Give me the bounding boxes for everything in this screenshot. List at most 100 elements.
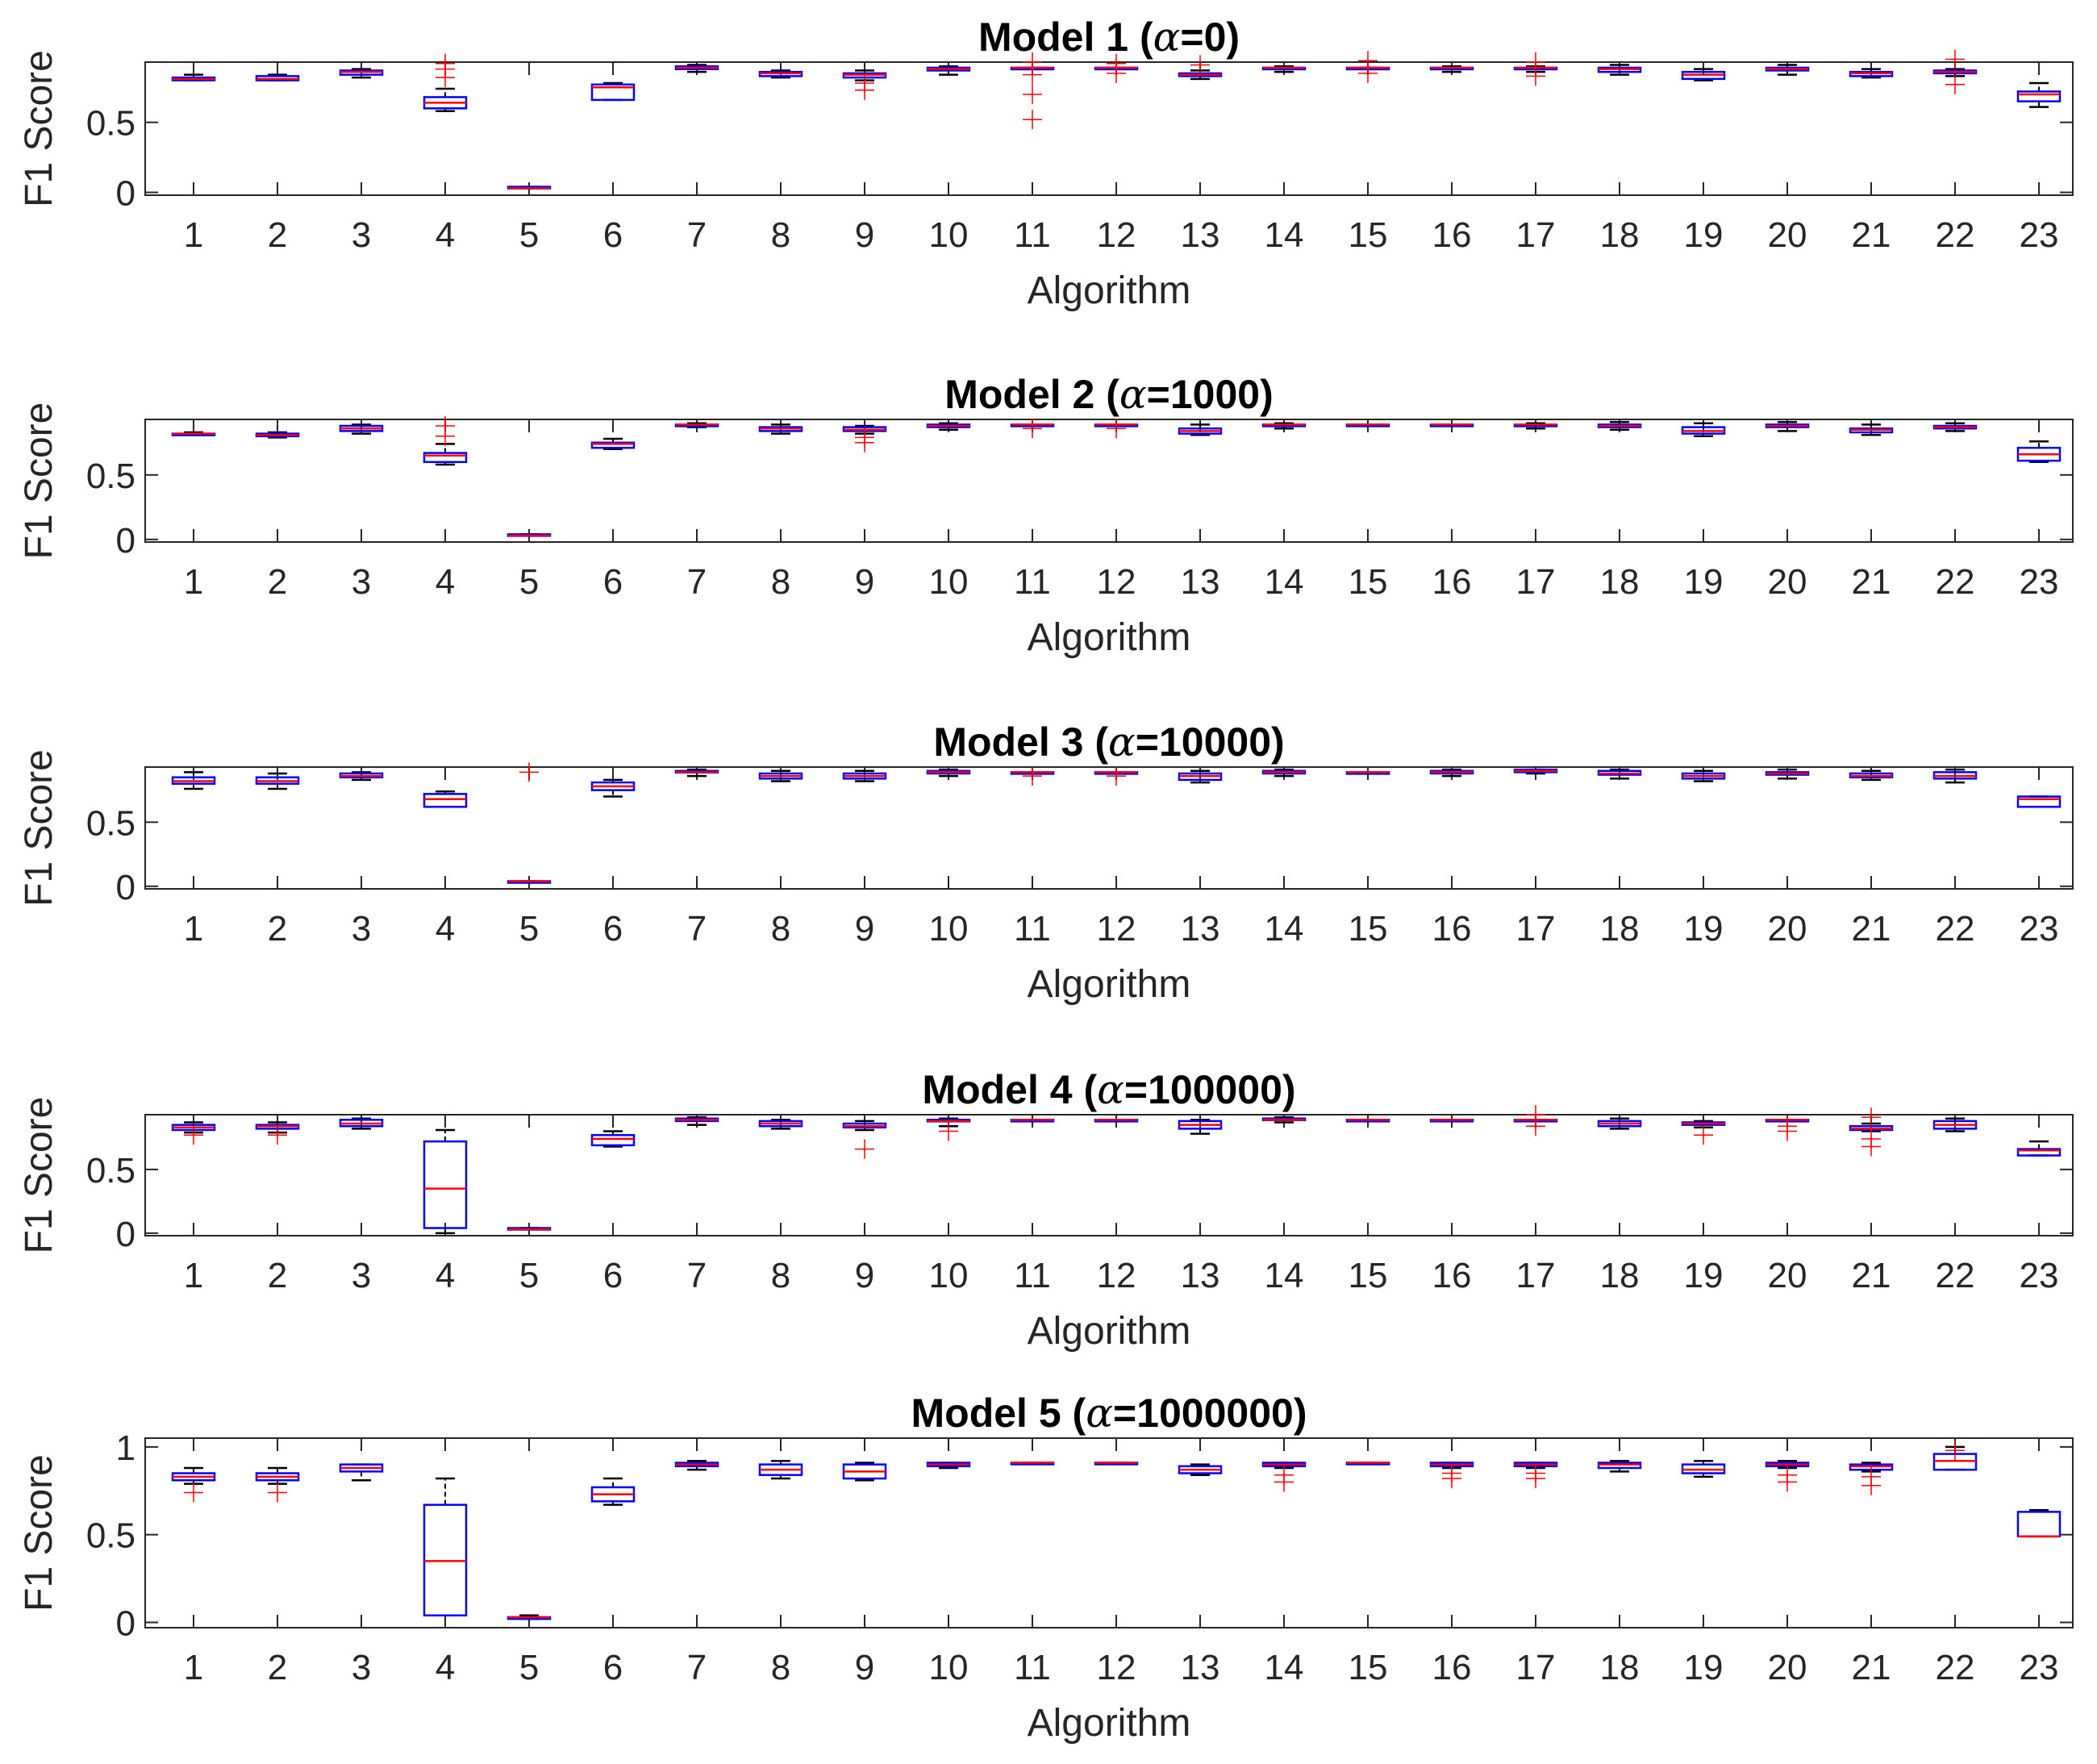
- x-tick-label: 20: [1768, 215, 1807, 255]
- iqr-box: [2016, 1148, 2062, 1157]
- boxplot-algorithm-23: [2016, 440, 2062, 464]
- x-tick-label: 11: [1014, 1256, 1051, 1295]
- x-tick-label: 12: [1097, 1648, 1136, 1687]
- x-tick-label: 1: [184, 562, 203, 602]
- x-tick-label: 6: [603, 909, 623, 949]
- boxplot-algorithm-22: [1932, 768, 1978, 784]
- boxplot-algorithm-7: [674, 422, 719, 428]
- x-tick-label: 11: [1014, 909, 1051, 949]
- x-tick-label: 18: [1600, 562, 1640, 602]
- boxplot-algorithm-18: [1597, 1117, 1642, 1130]
- x-tick-label: 22: [1936, 1256, 1975, 1295]
- x-tick-label: 2: [268, 1256, 287, 1295]
- boxplot-algorithm-7: [674, 1116, 719, 1126]
- y-tick-label: 0: [116, 868, 135, 907]
- outlier-marker: [1274, 1472, 1294, 1492]
- x-tick-label: 22: [1936, 215, 1975, 255]
- outlier-marker: [184, 1125, 203, 1145]
- x-tick-label: 7: [687, 909, 707, 949]
- x-tick-label: 5: [519, 1256, 539, 1295]
- boxplot-algorithm-4: [423, 1128, 468, 1235]
- outlier-marker: [1778, 1121, 1797, 1141]
- x-tick-label: 10: [929, 215, 969, 255]
- y-tick-label: 0: [116, 521, 135, 561]
- outlier-marker: [1861, 1475, 1881, 1495]
- y-tick-label: 0: [116, 1215, 135, 1254]
- x-tick-label: 9: [855, 1256, 874, 1295]
- boxplot-algorithm-21: [1849, 423, 1894, 436]
- boxplot-algorithm-18: [1597, 420, 1642, 432]
- boxplot-algorithm-7: [674, 1460, 719, 1471]
- x-tick-label: 12: [1097, 909, 1136, 949]
- x-tick-label: 4: [436, 1256, 455, 1295]
- boxplot-algorithm-5: [507, 186, 552, 190]
- outlier-marker: [1526, 52, 1545, 72]
- x-tick-label: 7: [687, 1256, 707, 1295]
- x-tick-label: 2: [268, 562, 287, 602]
- panel-title-suffix: =1000): [1147, 372, 1274, 417]
- boxplot-algorithm-9: [842, 1120, 887, 1159]
- boxplot-algorithm-6: [590, 81, 636, 102]
- boxplot-algorithm-2: [255, 772, 300, 790]
- x-tick-label: 18: [1600, 1256, 1640, 1295]
- outlier-marker: [1442, 1469, 1461, 1489]
- boxplot-algorithm-3: [339, 423, 384, 435]
- x-tick-label: 13: [1181, 215, 1220, 255]
- x-tick-label: 20: [1768, 1256, 1807, 1295]
- boxplot-algorithm-3: [339, 1117, 384, 1130]
- boxplot-algorithm-16: [1429, 1462, 1474, 1489]
- boxplot-algorithm-5: [507, 762, 552, 884]
- panel-title-suffix: =0): [1180, 15, 1240, 60]
- x-tick-label: 2: [268, 909, 287, 949]
- boxplot-algorithm-10: [926, 1117, 971, 1141]
- boxplot-algorithm-8: [758, 1460, 803, 1480]
- boxplot-algorithm-2: [255, 431, 300, 439]
- boxplot-algorithm-15: [1345, 771, 1390, 775]
- panel-title-prefix: Model 3 (: [933, 719, 1108, 765]
- boxplot-algorithm-17: [1513, 1105, 1558, 1136]
- boxplot-algorithm-6: [590, 1130, 636, 1148]
- x-tick-label: 17: [1516, 1648, 1556, 1687]
- x-tick-label: 11: [1014, 562, 1051, 602]
- x-tick-label: 9: [855, 1648, 874, 1687]
- axes-frame: [144, 61, 2074, 196]
- boxplot-algorithm-11: [1010, 419, 1055, 439]
- outlier-marker: [855, 432, 874, 452]
- boxplot-algorithm-20: [1765, 64, 1810, 76]
- y-tick-label: 0: [116, 174, 135, 214]
- x-axis-label: Algorithm: [1028, 269, 1191, 312]
- boxplot-algorithm-1: [171, 1466, 216, 1503]
- outlier-marker: [1694, 1125, 1713, 1145]
- y-axis-label: F1 Score: [18, 402, 60, 560]
- alpha-symbol: α: [1097, 1066, 1124, 1113]
- outlier-marker: [1526, 1469, 1545, 1489]
- boxplot-algorithm-19: [1681, 68, 1726, 81]
- x-tick-label: 13: [1181, 562, 1220, 602]
- boxplot-algorithm-20: [1765, 1116, 1810, 1141]
- panel-title-suffix: =1000000): [1113, 1391, 1307, 1436]
- boxplot-algorithm-7: [674, 64, 719, 73]
- boxplot-algorithm-13: [1178, 55, 1223, 81]
- x-tick-label: 6: [603, 1256, 623, 1295]
- x-tick-label: 4: [436, 215, 455, 255]
- panel-title: Model 3 (α=10000): [933, 719, 1284, 765]
- boxplot-algorithm-4: [423, 416, 468, 466]
- y-axis-label: F1 Score: [18, 1097, 60, 1254]
- boxplot-algorithm-21: [1849, 68, 1894, 79]
- boxplot-algorithm-9: [842, 769, 887, 782]
- outlier-marker: [1023, 110, 1042, 130]
- panel-title: Model 4 (α=100000): [922, 1066, 1295, 1113]
- x-tick-label: 14: [1265, 1648, 1304, 1687]
- boxplot-algorithm-5: [507, 533, 552, 537]
- alpha-symbol: α: [1153, 14, 1181, 60]
- outlier-marker: [1358, 51, 1378, 71]
- outlier-marker: [855, 80, 874, 100]
- boxplot-algorithm-23: [2016, 795, 2062, 808]
- boxplot-algorithm-2: [255, 73, 300, 81]
- boxplot-algorithm-4: [423, 1477, 468, 1617]
- x-tick-label: 23: [2020, 215, 2059, 255]
- boxplot-algorithm-3: [339, 68, 384, 79]
